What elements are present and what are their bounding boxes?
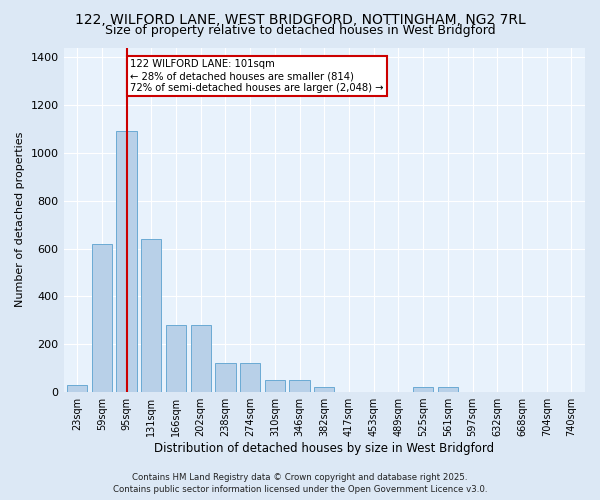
Bar [191,325,211,392]
Bar [240,364,260,392]
Y-axis label: Number of detached properties: Number of detached properties [15,132,25,308]
Bar [215,364,236,392]
Bar [314,388,334,392]
Text: Contains HM Land Registry data © Crown copyright and database right 2025.
Contai: Contains HM Land Registry data © Crown c… [113,472,487,494]
Bar [141,239,161,392]
X-axis label: Distribution of detached houses by size in West Bridgford: Distribution of detached houses by size … [154,442,494,455]
Text: 122 WILFORD LANE: 101sqm
← 28% of detached houses are smaller (814)
72% of semi-: 122 WILFORD LANE: 101sqm ← 28% of detach… [130,60,384,92]
Bar [413,388,433,392]
Bar [289,380,310,392]
Text: Size of property relative to detached houses in West Bridgford: Size of property relative to detached ho… [104,24,496,37]
Bar [116,132,137,392]
Text: 122, WILFORD LANE, WEST BRIDGFORD, NOTTINGHAM, NG2 7RL: 122, WILFORD LANE, WEST BRIDGFORD, NOTTI… [74,12,526,26]
Bar [67,385,87,392]
Bar [265,380,285,392]
Bar [438,388,458,392]
Bar [92,244,112,392]
Bar [166,325,186,392]
